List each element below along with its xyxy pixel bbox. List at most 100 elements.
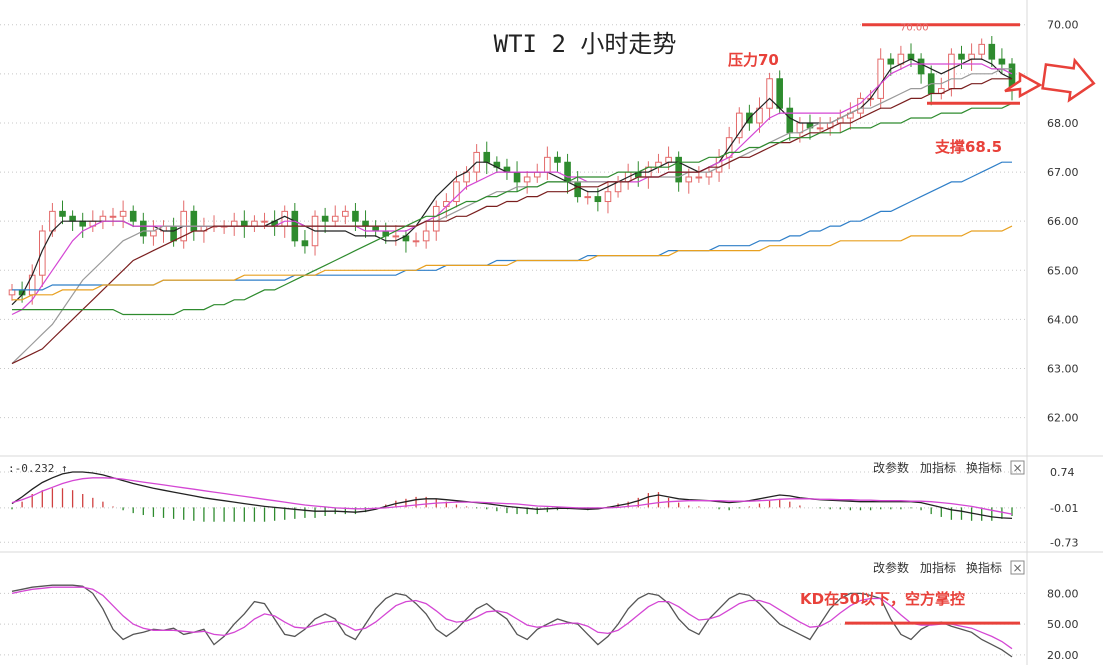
candle-body: [230, 220, 238, 227]
candle-body: [39, 230, 46, 276]
candle-body: [79, 220, 87, 227]
candle-body: [251, 220, 258, 227]
candle-body: [877, 58, 884, 99]
macd-dea-line: [11, 477, 1013, 515]
candle-body: [978, 43, 985, 55]
kd-close-icon[interactable]: [1010, 560, 1025, 575]
candle-body: [301, 240, 309, 247]
annotations: 压力70 70.00 支撑68.5 KD在50以下，空方掌控: [728, 23, 1020, 625]
y-tick-label: 68.00: [1047, 117, 1079, 130]
macd-dif-line: [11, 471, 1013, 520]
macd-toolbar: 改参数 加指标 换指标 ×: [873, 460, 1025, 475]
candle-body: [422, 230, 430, 242]
candle-body: [49, 210, 56, 232]
candle-body: [948, 53, 955, 90]
candle-body: [705, 171, 713, 178]
y-tick-label: 65.00: [1047, 264, 1079, 277]
kd-close-glyph: ×: [1012, 561, 1022, 575]
candle-body: [685, 176, 693, 183]
right-arrow-icon: [1004, 71, 1043, 99]
candle-body: [816, 127, 824, 130]
candle-body: [170, 225, 177, 242]
support-label: 支撑68.5: [934, 138, 1002, 156]
candle-body: [513, 171, 521, 183]
candle-body: [99, 215, 107, 222]
candle-body: [574, 181, 581, 198]
candle-body: [281, 210, 289, 227]
candle-body: [958, 53, 965, 60]
candle-body: [331, 215, 339, 222]
candle-body: [554, 156, 561, 163]
candle-body: [69, 215, 76, 222]
candle-body: [907, 53, 915, 60]
y-tick-label: 63.00: [1047, 363, 1079, 376]
kd-params-button[interactable]: 改参数: [873, 560, 909, 575]
right-arrow-icon: [1041, 57, 1096, 103]
candle-body: [604, 191, 612, 203]
kd-y-axis: 80.00 50.00 20.00: [1047, 587, 1079, 662]
macd-add-indicator-button[interactable]: 加指标: [920, 460, 956, 475]
y-tick-label: 66.00: [1047, 215, 1079, 228]
macd-params-button[interactable]: 改参数: [873, 460, 909, 475]
candle-body: [352, 210, 359, 222]
ma-line-ma250: [12, 225, 1013, 301]
kd-switch-indicator-button[interactable]: 换指标: [966, 560, 1002, 575]
candle-body: [695, 176, 703, 179]
candle-body: [483, 151, 491, 163]
candle-body: [109, 215, 117, 218]
y-tick-label: 62.00: [1047, 412, 1079, 425]
candle-body: [342, 210, 349, 217]
candle-body: [372, 225, 379, 232]
ma-line-ma60: [12, 102, 1013, 316]
candle-body: [544, 156, 551, 173]
kd-marks: [11, 584, 1013, 658]
candle-body: [190, 210, 198, 232]
y-tick-label: 20.00: [1047, 649, 1079, 662]
candle-body: [150, 230, 157, 237]
macd-marks: [11, 471, 1013, 522]
candle-body: [362, 220, 369, 227]
candle-body: [917, 58, 925, 75]
chart-title: WTI 2 小时走势: [494, 30, 677, 58]
y-tick-label: 64.00: [1047, 313, 1079, 326]
candle-body: [786, 107, 794, 134]
candle-body: [8, 289, 16, 296]
candle-body: [887, 58, 895, 65]
candle-body: [776, 78, 783, 109]
candle-body: [675, 156, 682, 183]
y-tick-label: 80.00: [1047, 587, 1079, 600]
candle-body: [564, 161, 571, 183]
y-tick-label: 50.00: [1047, 618, 1079, 631]
candle-body: [140, 220, 147, 237]
candle-body: [665, 156, 672, 163]
ma-line-ma5: [11, 58, 1013, 306]
candle-body: [584, 196, 592, 199]
candle-body: [432, 205, 440, 232]
kd-d-line: [11, 586, 1013, 650]
macd-switch-indicator-button[interactable]: 换指标: [966, 460, 1002, 475]
macd-close-glyph: ×: [1012, 461, 1022, 475]
y-tick-label: 0.74: [1050, 466, 1075, 479]
resistance-label: 压力70: [728, 51, 779, 69]
candle-body: [392, 235, 400, 238]
kd-toolbar: 改参数 加指标 换指标 ×: [873, 560, 1025, 575]
y-tick-label: 67.00: [1047, 166, 1079, 179]
y-tick-label: -0.73: [1050, 536, 1078, 549]
candle-body: [594, 196, 602, 203]
candle-body: [119, 210, 127, 217]
candle-body: [998, 58, 1006, 65]
y-tick-label: -0.01: [1050, 502, 1078, 515]
ma-line-ma30: [11, 78, 1012, 365]
candle-body: [735, 112, 743, 139]
candle-body: [533, 171, 541, 178]
macd-y-axis: 0.74 -0.01 -0.73: [1050, 466, 1078, 549]
candle-body: [241, 220, 248, 227]
kd-add-indicator-button[interactable]: 加指标: [920, 560, 956, 575]
y-tick-label: 70.00: [1047, 19, 1079, 32]
candle-body: [988, 43, 996, 60]
macd-close-icon[interactable]: [1010, 460, 1025, 475]
ma-line-ma20: [11, 68, 1012, 365]
kd-annotation-label: KD在50以下，空方掌控: [800, 590, 965, 608]
candle-body: [59, 210, 66, 217]
